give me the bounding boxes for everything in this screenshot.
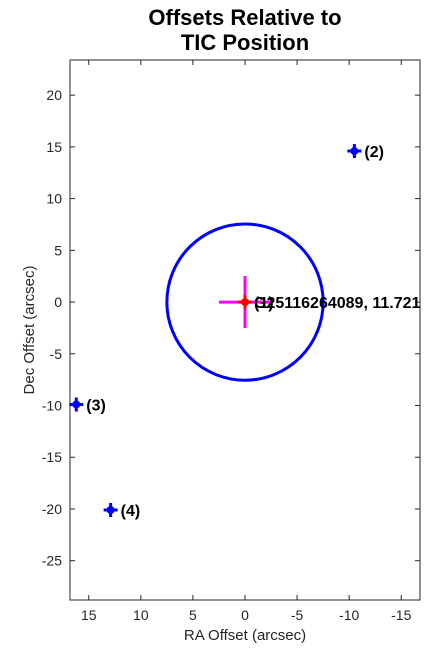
x-tick-label: -5 [291,607,304,623]
source-marker [347,144,362,159]
y-tick-label: 0 [54,294,62,310]
x-tick-label: 15 [81,607,97,623]
x-axis-label: RA Offset (arcsec) [184,627,306,644]
source-marker [69,397,84,412]
overlap-label: (1) [254,295,274,312]
y-tick-label: 5 [54,242,62,258]
source-label: (3) [86,397,106,414]
y-tick-label: -15 [42,449,62,465]
source-marker-dot [350,147,359,156]
y-tick-label: -20 [42,501,62,517]
y-tick-label: -10 [42,398,62,414]
y-tick-label: 15 [46,139,62,155]
y-tick-label: 20 [46,87,62,103]
target-marker-dot [241,298,249,307]
y-tick-label: -5 [50,346,63,362]
chart-title: Offsets Relative to TIC Position [148,5,341,55]
x-axis-ticks: 15 10 5 0 -5 -10 -15 [81,60,412,623]
chart-title-line-2: TIC Position [181,30,309,55]
source-marker-dot [72,400,81,409]
target-marker [238,295,252,310]
source-label: (2) [364,144,384,161]
x-tick-label: 5 [189,607,197,623]
x-tick-label: -15 [391,607,411,623]
source-marker [103,503,118,517]
source-marker-dot [106,506,115,514]
x-tick-label: 0 [241,607,249,623]
aperture-circle [165,222,325,382]
y-axis-label: Dec Offset (arcsec) [21,266,38,395]
x-tick-label: -10 [339,607,359,623]
plot-content: (1)G25116264089, 11.721 (2) (3) (4) [69,144,420,520]
target-label: G25116264089, 11.721 [254,295,420,312]
x-tick-label: 10 [133,607,149,623]
chart-title-line-1: Offsets Relative to [148,5,341,30]
source-label: (4) [121,503,141,520]
y-tick-label: 10 [46,191,62,207]
y-axis-ticks: 20 15 10 5 0 -5 -10 -15 -20 -25 [42,87,420,569]
y-tick-label: -25 [42,553,62,569]
